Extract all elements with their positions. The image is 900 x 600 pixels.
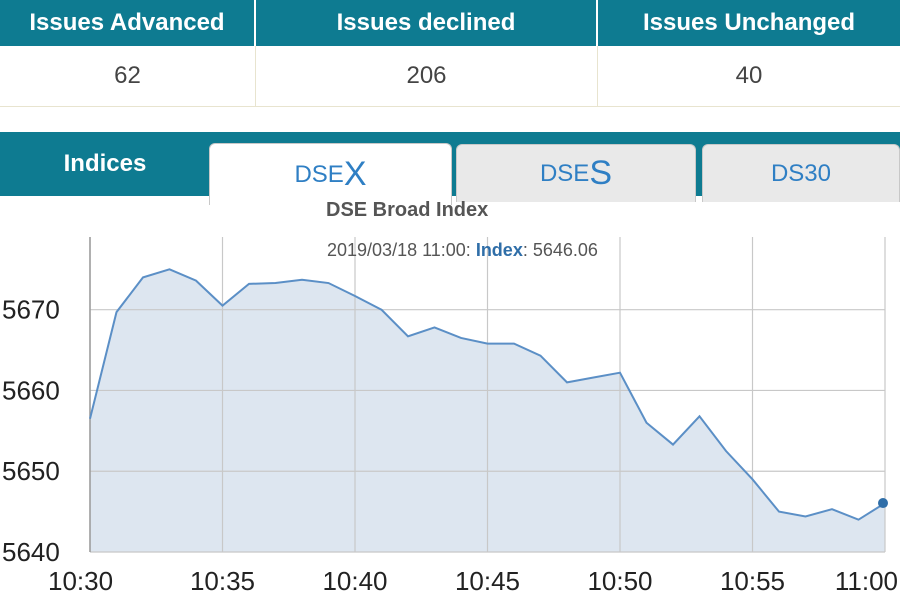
issues-advanced-value: 62 (0, 46, 256, 106)
chart-title: DSE Broad Index (326, 199, 489, 221)
tab-dsex-prefix: DSE (294, 160, 344, 188)
indices-label: Indices (63, 150, 147, 177)
issues-declined-value: 206 (256, 46, 598, 106)
x-tick-label: 10:40 (322, 566, 387, 596)
tab-ds30[interactable]: DS30 (702, 144, 900, 202)
tab-dsex[interactable]: DSE X (209, 143, 452, 205)
y-tick-label: 5670 (2, 295, 60, 325)
chart-area: 5640 5650 5660 5670 10:30 10:35 10:40 10:45 10:5… (0, 205, 900, 600)
x-tick-label: 10:50 (587, 566, 652, 596)
index-chart[interactable]: 5640 5650 5660 5670 10:30 10:35 10:40 10:45 10:5… (0, 205, 900, 600)
x-tick-label: 10:45 (455, 566, 520, 596)
y-tick-label: 5640 (2, 537, 60, 567)
issues-unchanged-value: 40 (735, 62, 763, 89)
issues-advanced-header: Issues Advanced (0, 0, 256, 46)
x-tick-label: 10:30 (48, 566, 113, 596)
tab-dses[interactable]: DSE S (456, 144, 696, 202)
tab-dses-suffix: S (589, 154, 613, 192)
issues-header-row: Issues Advanced Issues declined Issues U… (0, 0, 900, 46)
tooltip-sep2: : (522, 240, 533, 260)
tooltip-sep: : (465, 240, 476, 260)
issues-values-row: 62 206 40 (0, 46, 900, 107)
tooltip-timestamp: 2019/03/18 11:00 (327, 240, 466, 260)
tooltip-label: Index (475, 240, 523, 260)
x-tick-label: 11:00 (835, 566, 898, 596)
y-tick-label: 5650 (2, 456, 60, 486)
series-line (89, 268, 886, 521)
y-tick-label: 5660 (2, 375, 60, 405)
issues-unchanged-header: Issues Unchanged (642, 9, 856, 36)
tab-ds30-label: DS30 (770, 159, 832, 187)
issues-declined-header: Issues declined (256, 0, 598, 46)
tab-dses-prefix: DSE (539, 159, 590, 187)
x-tick-label: 10:55 (720, 566, 785, 596)
chart-tooltip: 2019/03/18 11:00: Index: 5646.06 (327, 240, 598, 261)
x-tick-label: 10:35 (190, 566, 255, 596)
last-point-marker (878, 498, 888, 509)
tooltip-value: 5646.06 (532, 240, 598, 260)
tab-dsex-suffix: X (343, 155, 367, 193)
